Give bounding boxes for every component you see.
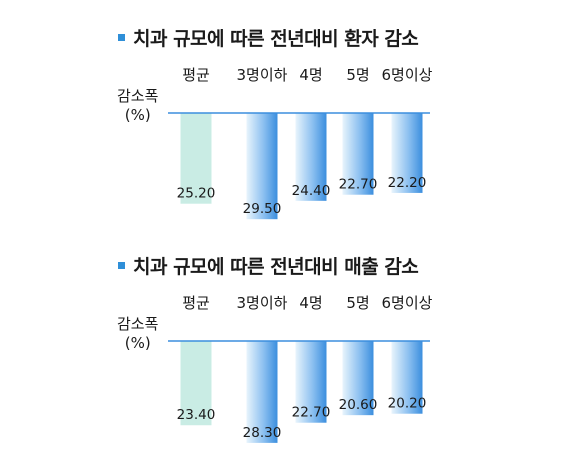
bar-4 xyxy=(391,341,423,414)
value-label-1: 29.50 xyxy=(243,201,282,217)
bar-3 xyxy=(342,341,374,416)
category-label-4: 6명이상 xyxy=(382,294,433,312)
value-label-2: 24.40 xyxy=(292,183,331,199)
bar-4 xyxy=(391,113,423,193)
category-label-3: 5명 xyxy=(346,66,369,84)
title-marker-icon xyxy=(118,262,125,269)
y-axis-label-line-2: (%) xyxy=(124,106,151,124)
bar-0 xyxy=(180,113,212,204)
bar-3 xyxy=(342,113,374,195)
category-label-1: 3명이하 xyxy=(237,66,288,84)
y-axis-label: 감소폭 (%) xyxy=(117,315,158,353)
bar-2 xyxy=(295,341,327,423)
bar-1 xyxy=(246,341,278,443)
category-label-3: 5명 xyxy=(346,294,369,312)
chart-title: 치과 규모에 따른 전년대비 환자 감소 xyxy=(118,24,419,51)
category-label-2: 4명 xyxy=(299,66,322,84)
value-label-4: 20.20 xyxy=(388,396,427,412)
category-label-1: 3명이하 xyxy=(237,294,288,312)
chart-title: 치과 규모에 따른 전년대비 매출 감소 xyxy=(118,252,419,279)
value-label-3: 22.70 xyxy=(339,177,378,193)
category-label-0: 평균 xyxy=(182,66,210,84)
chart-plot-area: 평균 23.40 3명이하 28.30 4명 22.70 5명 20.60 6명이상 20.20 xyxy=(168,294,433,443)
value-label-3: 20.60 xyxy=(339,397,378,413)
category-label-4: 6명이상 xyxy=(382,66,433,84)
bar-0 xyxy=(180,341,212,426)
y-axis-label-line-1: 감소폭 xyxy=(117,87,159,105)
category-label-2: 4명 xyxy=(299,294,322,312)
chart-plot-area: 평균 25.20 3명이하 29.50 4명 24.40 5명 22.70 6명이상 22.20 xyxy=(168,66,433,220)
value-label-0: 25.20 xyxy=(177,186,216,202)
title-marker-icon xyxy=(118,34,125,41)
chart-title-text: 치과 규모에 따른 전년대비 환자 감소 xyxy=(133,28,419,50)
bar-1 xyxy=(246,113,278,220)
category-label-0: 평균 xyxy=(182,294,210,312)
y-axis-label: 감소폭 (%) xyxy=(117,87,158,125)
value-label-1: 28.30 xyxy=(243,425,282,441)
y-axis-label-line-1: 감소폭 xyxy=(117,315,159,333)
value-label-2: 22.70 xyxy=(292,405,331,421)
y-axis-label-line-2: (%) xyxy=(124,334,151,352)
bar-2 xyxy=(295,113,327,201)
value-label-4: 22.20 xyxy=(388,175,427,191)
revenue-decrease-chart: 치과 규모에 따른 전년대비 매출 감소 감소폭 (%) 평균 23.40 3명이하… xyxy=(0,228,580,453)
value-label-0: 23.40 xyxy=(177,407,216,423)
patient-decrease-chart: 치과 규모에 따른 전년대비 환자 감소 감소폭 (%) 평균 25.20 3명이하… xyxy=(0,0,580,225)
chart-title-text: 치과 규모에 따른 전년대비 매출 감소 xyxy=(133,256,419,278)
